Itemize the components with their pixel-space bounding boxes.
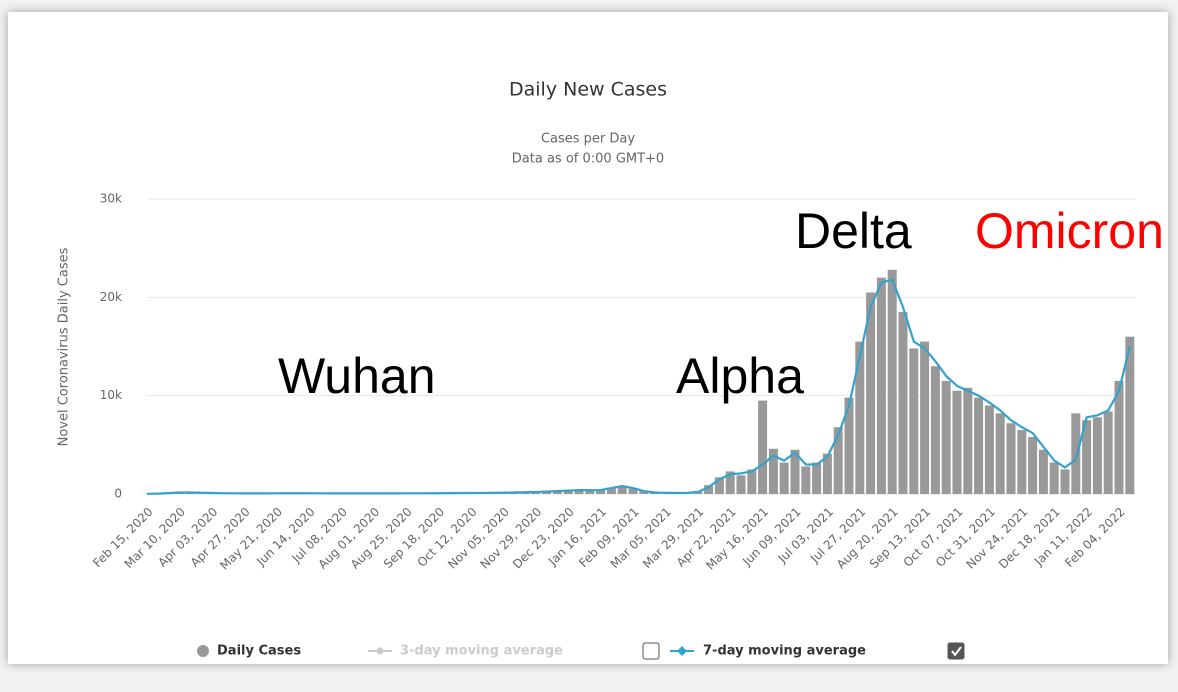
bar: [844, 397, 854, 494]
annotation: Delta: [795, 203, 912, 259]
legend-label: 7-day moving average: [703, 644, 866, 659]
legend-swatch: [376, 647, 384, 655]
card: [8, 12, 1168, 664]
bar: [542, 491, 552, 494]
bar: [617, 485, 627, 494]
subtitle: Data as of 0:00 GMT+0: [512, 152, 664, 167]
bar: [639, 491, 649, 494]
bar: [812, 462, 822, 494]
bar: [596, 489, 606, 494]
bar: [1006, 423, 1016, 494]
legend-label: 3-day moving average: [400, 644, 563, 659]
bar: [801, 466, 811, 494]
checkmark: [951, 646, 962, 657]
bar: [887, 269, 897, 494]
bar: [930, 366, 940, 494]
bar: [1038, 449, 1048, 494]
bar: [1060, 469, 1070, 494]
bar: [563, 490, 573, 494]
bar: [1017, 430, 1027, 494]
bar: [909, 348, 919, 494]
bar: [1082, 420, 1092, 494]
bar: [790, 449, 800, 494]
legend-swatch: [197, 645, 209, 657]
legend-swatch: [677, 646, 687, 656]
y-tick-label: 10k: [100, 388, 122, 402]
bar: [574, 489, 584, 494]
bar: [736, 475, 746, 494]
bar: [585, 490, 595, 494]
bar: [747, 469, 757, 494]
bar: [704, 485, 714, 494]
bar: [552, 490, 562, 494]
bar: [1028, 436, 1038, 494]
legend-label: Daily Cases: [217, 644, 301, 659]
checkbox[interactable]: [642, 642, 660, 660]
bar: [833, 427, 843, 494]
bar: [779, 462, 789, 494]
bar: [822, 453, 832, 494]
bar: [758, 400, 768, 494]
bar: [628, 488, 638, 494]
bar: [1103, 411, 1113, 494]
bar: [714, 477, 724, 494]
bar: [876, 277, 886, 494]
bar: [855, 341, 865, 494]
bar: [725, 471, 735, 494]
bar: [1071, 413, 1081, 494]
bar: [866, 292, 876, 494]
y-axis-label: Novel Coronavirus Daily Cases: [57, 247, 72, 446]
bar: [941, 380, 951, 494]
chart-title: Daily New Cases: [509, 79, 667, 101]
y-tick-label: 20k: [100, 290, 122, 304]
bar: [1114, 380, 1124, 494]
annotation: Wuhan: [278, 348, 436, 404]
bar: [920, 341, 930, 494]
bar: [1092, 417, 1102, 494]
bar: [974, 397, 984, 494]
bar: [995, 413, 1005, 494]
annotation: Omicron: [975, 203, 1164, 259]
y-tick-label: 30k: [100, 192, 122, 206]
line: [146, 278, 1131, 495]
annotation: Alpha: [676, 348, 804, 404]
bar: [984, 405, 994, 494]
bar: [768, 448, 778, 494]
bar: [606, 487, 616, 494]
y-tick-label: 0: [114, 487, 122, 501]
checkbox[interactable]: [947, 642, 965, 660]
bar: [1125, 336, 1135, 494]
bar: [1049, 462, 1059, 494]
bar: [963, 387, 973, 494]
bar: [898, 312, 908, 494]
subtitle: Cases per Day: [541, 132, 635, 147]
bar: [952, 390, 962, 494]
